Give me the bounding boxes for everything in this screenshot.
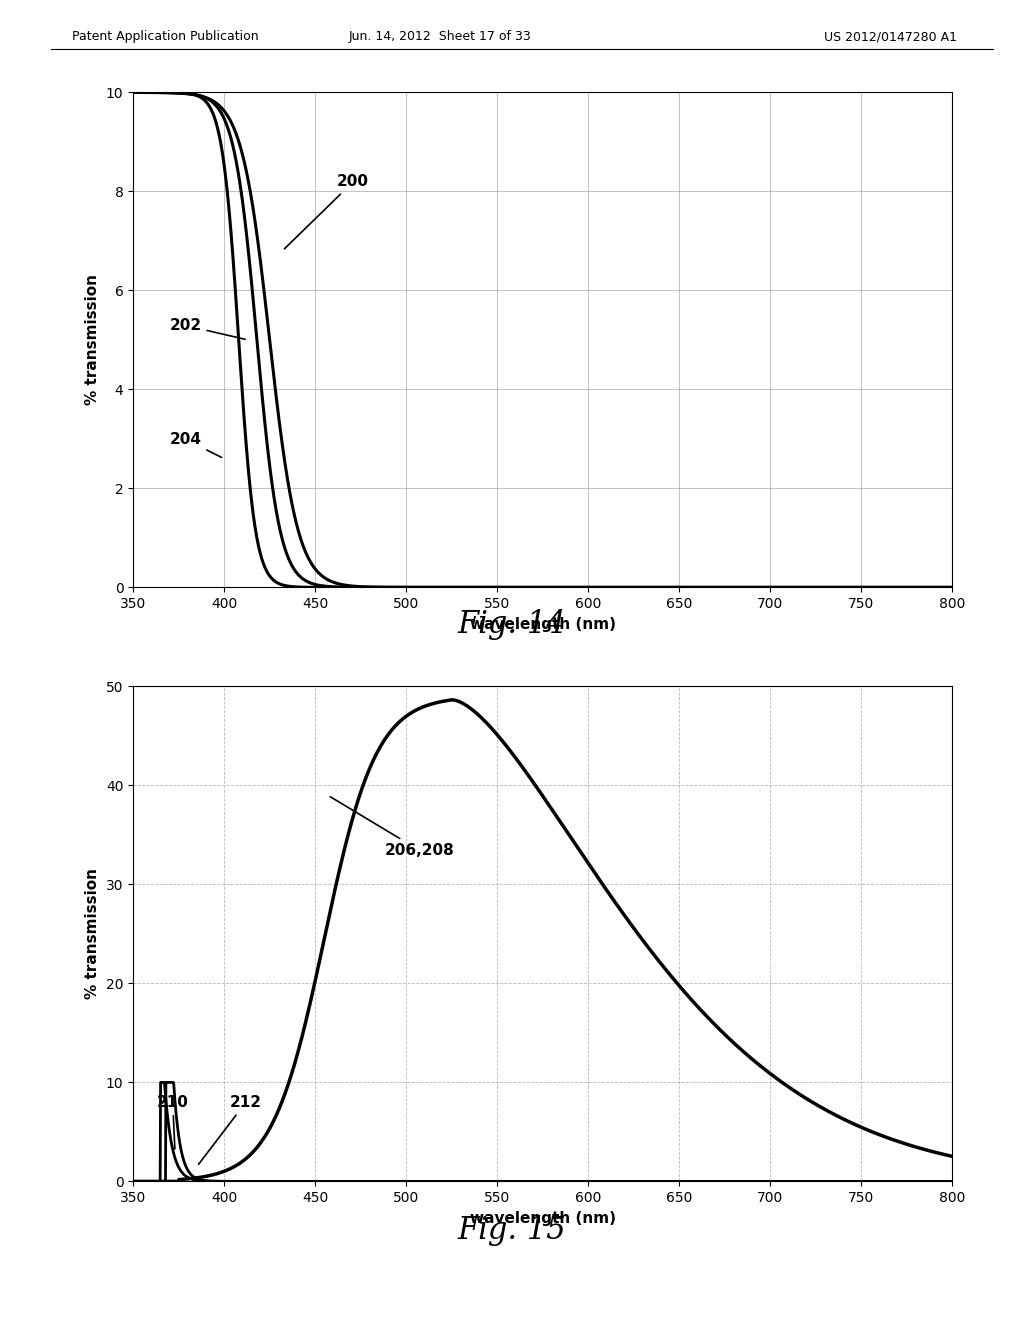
Text: Fig. 14: Fig. 14 — [458, 609, 566, 640]
Text: 210: 210 — [157, 1096, 188, 1148]
X-axis label: wavelength (nm): wavelength (nm) — [470, 1210, 615, 1226]
Text: 200: 200 — [285, 174, 369, 249]
Text: 204: 204 — [170, 432, 221, 458]
Text: Fig. 15: Fig. 15 — [458, 1214, 566, 1246]
X-axis label: wavelength (nm): wavelength (nm) — [470, 616, 615, 632]
Text: 206,208: 206,208 — [331, 797, 454, 858]
Text: 212: 212 — [199, 1096, 261, 1164]
Text: Jun. 14, 2012  Sheet 17 of 33: Jun. 14, 2012 Sheet 17 of 33 — [349, 30, 531, 44]
Y-axis label: % transmission: % transmission — [85, 275, 100, 405]
Text: US 2012/0147280 A1: US 2012/0147280 A1 — [824, 30, 957, 44]
Y-axis label: % transmission: % transmission — [85, 869, 100, 999]
Text: 202: 202 — [170, 318, 245, 339]
Text: Patent Application Publication: Patent Application Publication — [72, 30, 258, 44]
